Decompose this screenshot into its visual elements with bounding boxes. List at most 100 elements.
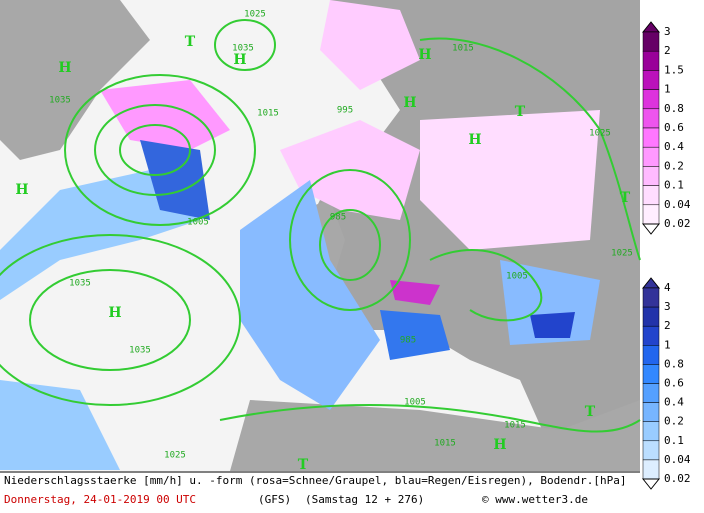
legend-label: 0.04	[664, 198, 691, 211]
legend-label: 0.02	[664, 472, 691, 485]
legend-swatch	[642, 108, 660, 129]
legend-label: 4	[664, 281, 671, 294]
snow-area	[100, 80, 230, 150]
rain-area	[240, 180, 380, 410]
legend-swatch	[642, 325, 660, 346]
rain-area	[500, 260, 600, 345]
rain-area	[380, 310, 450, 360]
legend-label: 0.1	[664, 179, 684, 192]
legend-swatch	[642, 31, 660, 52]
isobar-label: 1035	[69, 279, 91, 289]
legend-label: 0.6	[664, 121, 684, 134]
pressure-center: T	[620, 190, 631, 206]
pressure-center: H	[468, 132, 481, 148]
legend-label: 0.8	[664, 102, 684, 115]
isobar-label: 1025	[589, 129, 611, 139]
isobar-label: 1035	[232, 44, 254, 54]
legend-swatch	[642, 306, 660, 327]
pressure-center: H	[233, 52, 246, 68]
legend-swatch	[642, 185, 660, 206]
isobar-label: 1025	[164, 451, 186, 461]
isobar	[64, 74, 256, 226]
legend-arrow	[641, 277, 661, 289]
isobar-label: 1005	[187, 218, 209, 228]
legend-label: 0.4	[664, 140, 684, 153]
isobar	[29, 269, 191, 371]
map-labels: H H T H H H T H T H T H T 1025 1035 1015 1035 1015 995 1025…	[15, 10, 632, 474]
legend-label: 0.6	[664, 377, 684, 390]
rain-area	[0, 380, 120, 470]
caption-description: Niederschlagsstaerke [mm/h] u. -form (ro…	[4, 474, 627, 487]
caption-copyright: © www.wetter3.de	[482, 493, 588, 506]
caption-model: (GFS)	[258, 493, 291, 506]
legend-label: 0.2	[664, 159, 684, 172]
isobar-label: 985	[330, 213, 346, 223]
greenland	[0, 0, 150, 160]
legend-label: 0.4	[664, 396, 684, 409]
legend-arrow	[641, 223, 661, 235]
legend-swatch	[642, 70, 660, 90]
isobar-label: 1015	[257, 109, 279, 119]
legend-swatch	[642, 127, 660, 148]
legend-swatch	[642, 440, 660, 461]
legend-swatch	[642, 345, 660, 365]
caption-run: (Samstag 12 + 276)	[305, 493, 424, 506]
isobar-label: 1035	[129, 346, 151, 356]
pressure-center: H	[493, 437, 506, 453]
isobar-label: 995	[337, 106, 353, 116]
isobar	[214, 19, 276, 71]
caption-box	[0, 472, 640, 513]
isobar	[94, 104, 216, 196]
isobar	[289, 169, 411, 311]
legend-label: 1	[664, 83, 671, 96]
caption-date: Donnerstag, 24-01-2019 00 UTC	[4, 493, 196, 506]
legend-label: 0.04	[664, 453, 691, 466]
pressure-center: H	[58, 60, 71, 76]
legend-label: 0.02	[664, 217, 691, 230]
pressure-center: H	[108, 305, 121, 321]
isobars	[0, 19, 641, 433]
isobar-label: 1005	[506, 272, 528, 282]
pressure-center: H	[15, 182, 28, 198]
legend-label: 0.2	[664, 415, 684, 428]
legend-swatch	[642, 421, 660, 442]
legend-label: 2	[664, 44, 671, 57]
isobar-label: 1035	[49, 96, 71, 106]
isobar	[119, 124, 191, 176]
legend-label: 2	[664, 319, 671, 332]
legend-swatch	[642, 287, 660, 308]
pressure-center: T	[515, 104, 526, 120]
legend-label: 3	[664, 300, 671, 313]
map	[0, 0, 641, 471]
snow-area	[320, 0, 420, 90]
legend-swatch	[642, 146, 660, 167]
legend-swatch	[642, 364, 660, 384]
legend-label: 1.5	[664, 63, 684, 76]
snow-area	[420, 110, 600, 250]
legend-label: 0.1	[664, 434, 684, 447]
legend-label: 1	[664, 338, 671, 351]
legend-swatch	[642, 166, 660, 186]
legend-swatch	[642, 402, 660, 422]
isobar-label: 985	[400, 336, 416, 346]
legend-label: 3	[664, 25, 671, 38]
isobar	[429, 249, 543, 322]
legend-arrow	[641, 21, 661, 33]
isobar	[0, 234, 241, 406]
pressure-center: T	[298, 457, 309, 473]
pressure-center: H	[418, 47, 431, 63]
isobar	[219, 404, 641, 433]
snow-area	[390, 280, 440, 305]
legend-swatch	[642, 50, 660, 71]
isobar-label: 1025	[244, 10, 266, 20]
legend-swatch	[642, 204, 660, 225]
isobar	[419, 37, 641, 261]
legend-swatch	[642, 459, 660, 480]
isobar-label: 1005	[404, 398, 426, 408]
pressure-center: H	[403, 95, 416, 111]
pressure-center: T	[185, 34, 196, 50]
isobar-label: 1015	[504, 421, 526, 431]
rain-areas	[0, 140, 600, 470]
legend-swatch	[642, 89, 660, 110]
